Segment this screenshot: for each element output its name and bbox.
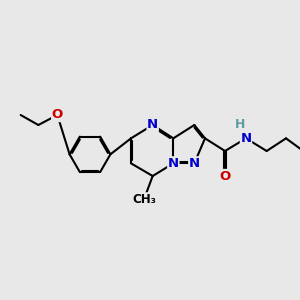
Text: CH₃: CH₃	[132, 193, 156, 206]
Text: O: O	[219, 169, 231, 182]
Text: N: N	[189, 157, 200, 170]
Text: N: N	[240, 132, 252, 145]
Text: N: N	[147, 118, 158, 131]
Text: N: N	[168, 157, 179, 170]
Text: H: H	[235, 118, 245, 131]
Text: O: O	[52, 109, 63, 122]
